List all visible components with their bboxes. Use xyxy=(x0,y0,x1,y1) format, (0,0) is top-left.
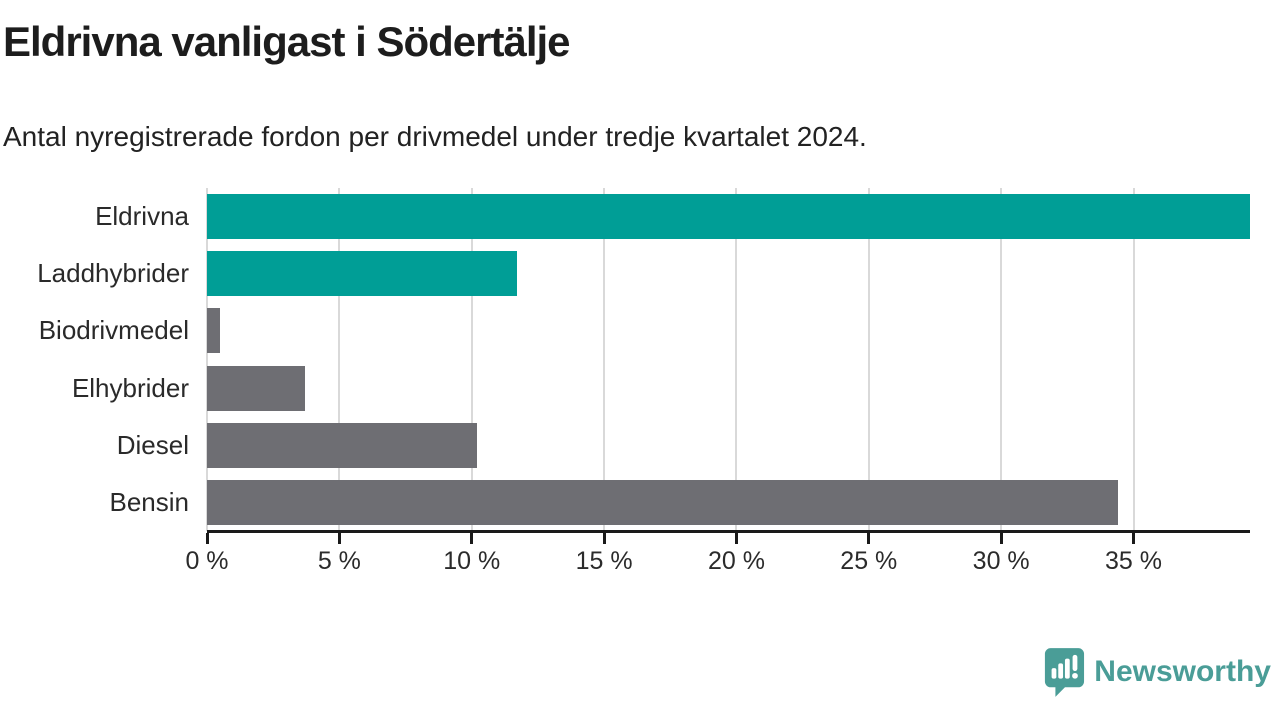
category-label-biodrivmedel: Biodrivmedel xyxy=(38,315,189,346)
x-tick-15 xyxy=(602,533,606,544)
x-tick-5 xyxy=(337,533,341,544)
x-axis-line xyxy=(207,530,1250,533)
gridline-25 xyxy=(867,188,870,531)
gridline-30 xyxy=(1000,188,1003,531)
x-tick-label-0: 0 % xyxy=(185,547,229,575)
bar-biodrivmedel xyxy=(207,308,221,354)
x-tick-10 xyxy=(470,533,474,544)
plot-area xyxy=(206,188,1250,531)
gridline-5 xyxy=(338,188,341,531)
category-label-diesel: Diesel xyxy=(116,429,189,460)
x-tick-25 xyxy=(867,533,871,544)
bar-diesel xyxy=(207,422,477,468)
category-label-eldrivna: Eldrivna xyxy=(95,201,189,232)
x-tick-30 xyxy=(999,533,1003,544)
category-label-laddhybrider: Laddhybrider xyxy=(37,258,189,289)
gridline-10 xyxy=(470,188,473,531)
y-axis-labels: Eldrivna Laddhybrider Biodrivmedel Elhybrid… xyxy=(0,188,189,531)
category-label-bensin: Bensin xyxy=(109,486,190,517)
x-tick-label-35: 35 % xyxy=(1105,547,1163,575)
newsworthy-logo: Newsworthy xyxy=(1043,647,1271,697)
bar-eldrivna xyxy=(207,194,1250,240)
x-tick-label-5: 5 % xyxy=(317,547,361,575)
gridline-20 xyxy=(735,188,738,531)
x-tick-0 xyxy=(205,533,209,544)
bar-laddhybrider xyxy=(207,251,517,297)
newsworthy-logo-text: Newsworthy xyxy=(1094,655,1271,688)
page-title: Eldrivna vanligast i Södertälje xyxy=(3,18,571,65)
x-tick-35 xyxy=(1132,533,1136,544)
gridline-0 xyxy=(206,188,208,531)
bar-bensin xyxy=(207,479,1118,525)
x-tick-label-30: 30 % xyxy=(972,547,1030,575)
newsworthy-logo-icon xyxy=(1045,648,1085,697)
category-label-elhybrider: Elhybrider xyxy=(71,372,189,403)
x-tick-label-15: 15 % xyxy=(575,547,633,575)
gridline-35 xyxy=(1132,188,1135,531)
x-tick-label-25: 25 % xyxy=(840,547,898,575)
bar-elhybrider xyxy=(207,365,305,411)
x-tick-label-10: 10 % xyxy=(443,547,501,575)
x-tick-label-20: 20 % xyxy=(707,547,765,575)
x-tick-20 xyxy=(734,533,738,544)
chart-subtitle: Antal nyregistrerade fordon per drivmede… xyxy=(3,121,867,152)
gridline-15 xyxy=(603,188,606,531)
